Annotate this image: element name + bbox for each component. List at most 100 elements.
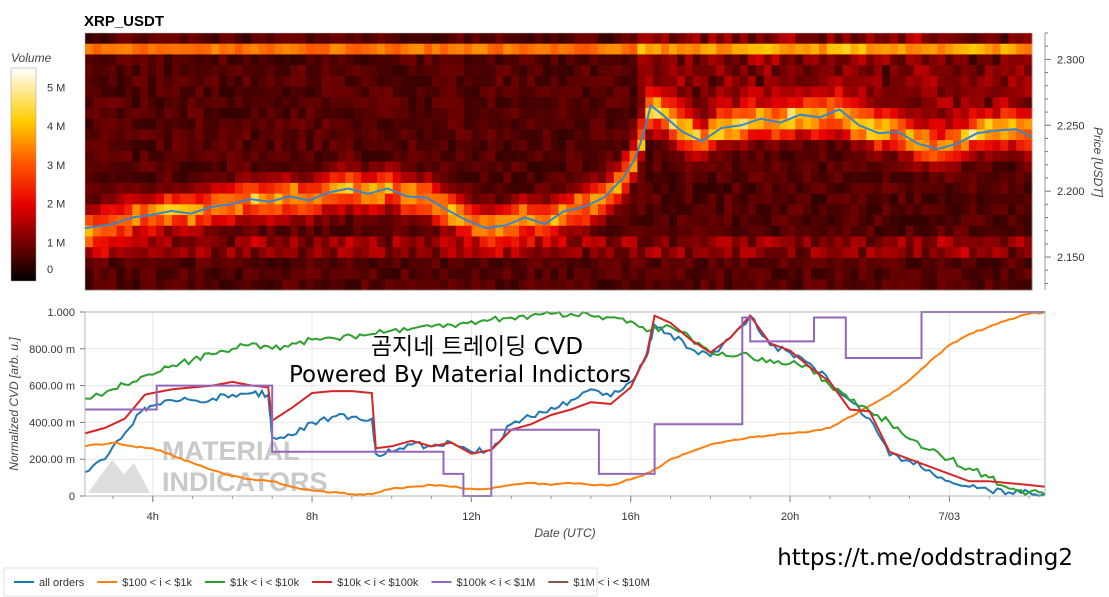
heatmap-cell — [779, 33, 788, 45]
heatmap-cell — [661, 150, 670, 162]
heatmap-cell — [684, 225, 694, 237]
heatmap-cell — [818, 140, 828, 152]
legend-label[interactable]: all orders — [39, 577, 85, 589]
heatmap-cell — [629, 140, 638, 152]
heatmap-cell — [171, 257, 181, 269]
heatmap-cell — [408, 65, 417, 77]
legend-label[interactable]: $10k < i < $100k — [337, 577, 419, 589]
heatmap-cell — [724, 236, 733, 248]
heatmap-cell — [187, 204, 196, 216]
heatmap-cell — [763, 65, 772, 77]
heatmap-cell — [629, 236, 638, 248]
heatmap-cell — [1000, 204, 1009, 216]
heatmap-cell — [242, 65, 252, 77]
heatmap-cell — [416, 129, 425, 141]
heatmap-cell — [700, 150, 709, 162]
heatmap-cell — [203, 43, 212, 55]
heatmap-cell — [787, 65, 796, 77]
legend-label[interactable]: $1k < i < $10k — [230, 577, 300, 589]
heatmap-cell — [219, 236, 228, 248]
heatmap-cell — [353, 43, 362, 55]
heatmap-cell — [771, 247, 780, 259]
heatmap-cell — [85, 65, 94, 77]
heatmap-cell — [471, 65, 480, 77]
heatmap-cell — [187, 172, 196, 184]
heatmap-cell — [290, 150, 299, 162]
heatmap-cell — [432, 150, 441, 162]
heatmap-cell — [392, 236, 402, 248]
heatmap-cell — [211, 204, 220, 216]
heatmap-cell — [661, 193, 670, 205]
heatmap-cell — [803, 118, 812, 130]
heatmap-cell — [913, 204, 922, 216]
heatmap-cell — [503, 54, 512, 66]
heatmap-cell — [668, 182, 678, 195]
heatmap-cell — [85, 54, 94, 66]
heatmap-cell — [605, 268, 615, 280]
heatmap-cell — [124, 225, 133, 237]
heatmap-cell — [787, 257, 796, 269]
heatmap-cell — [795, 236, 804, 248]
heatmap-cell — [424, 225, 433, 237]
heatmap-cell — [1008, 43, 1017, 55]
heatmap-cell — [1024, 33, 1033, 45]
heatmap-cell — [534, 225, 544, 237]
heatmap-cell — [992, 54, 1001, 66]
price-line — [84, 103, 1033, 230]
heatmap-cell — [519, 86, 528, 98]
heatmap-cell — [1016, 268, 1025, 280]
heatmap-cell — [889, 107, 899, 120]
heatmap-cell — [290, 225, 299, 237]
legend-label[interactable]: $100k < i < $1M — [456, 577, 535, 589]
heatmap-cell — [992, 247, 1001, 259]
legend-label[interactable]: $100 < i < $1k — [122, 577, 192, 589]
colorbar — [10, 67, 37, 282]
heatmap-cell — [542, 65, 552, 77]
telegram-link[interactable]: https://t.me/oddstrading2 — [777, 545, 1073, 571]
heatmap-cell — [929, 268, 938, 280]
heatmap-cell — [590, 107, 599, 120]
heatmap-cell — [321, 193, 331, 205]
heatmap-cell — [274, 107, 283, 120]
heatmap-cell — [227, 43, 236, 55]
heatmap-cell — [227, 182, 236, 195]
heatmap-cell — [992, 140, 1001, 152]
heatmap-cell — [242, 33, 252, 45]
heatmap-cell — [361, 75, 370, 87]
heatmap-cell — [960, 279, 970, 291]
heatmap-cell — [605, 43, 615, 55]
heatmap-cell — [227, 279, 236, 291]
heatmap-cell — [503, 225, 512, 237]
heatmap-cell — [487, 172, 496, 184]
heatmap-cell — [203, 33, 212, 45]
chart-title: XRP_USDT — [84, 13, 164, 30]
heatmap-cell — [834, 33, 843, 45]
heatmap-cell — [400, 107, 409, 120]
heatmap-cell — [574, 215, 583, 227]
heatmap-cell — [676, 150, 686, 162]
heatmap-cell — [132, 182, 141, 195]
heatmap-cell — [803, 182, 812, 195]
heatmap-cell — [692, 65, 701, 77]
heatmap-cell — [771, 107, 780, 120]
heatmap-cell — [1000, 182, 1009, 195]
heatmap-cell — [526, 97, 536, 109]
heatmap-cell — [692, 268, 701, 280]
heatmap-cell — [171, 150, 181, 162]
heatmap-cell — [234, 140, 244, 152]
heatmap-cell — [945, 54, 954, 66]
heatmap-cell — [321, 75, 331, 87]
heatmap-cell — [266, 225, 275, 237]
heatmap-cell — [882, 161, 891, 173]
heatmap-cell — [621, 33, 630, 45]
legend-label[interactable]: $1M < i < $10M — [573, 577, 649, 589]
colorbar-tick-label: 3 M — [47, 160, 65, 172]
heatmap-cell — [242, 86, 252, 98]
heatmap-cell — [361, 129, 370, 141]
heatmap-cell — [227, 172, 236, 184]
heatmap-cell — [242, 279, 252, 291]
heatmap-cell — [258, 236, 267, 248]
heatmap-cell — [227, 118, 236, 130]
heatmap-cell — [621, 279, 630, 291]
heatmap-cell — [779, 257, 788, 269]
